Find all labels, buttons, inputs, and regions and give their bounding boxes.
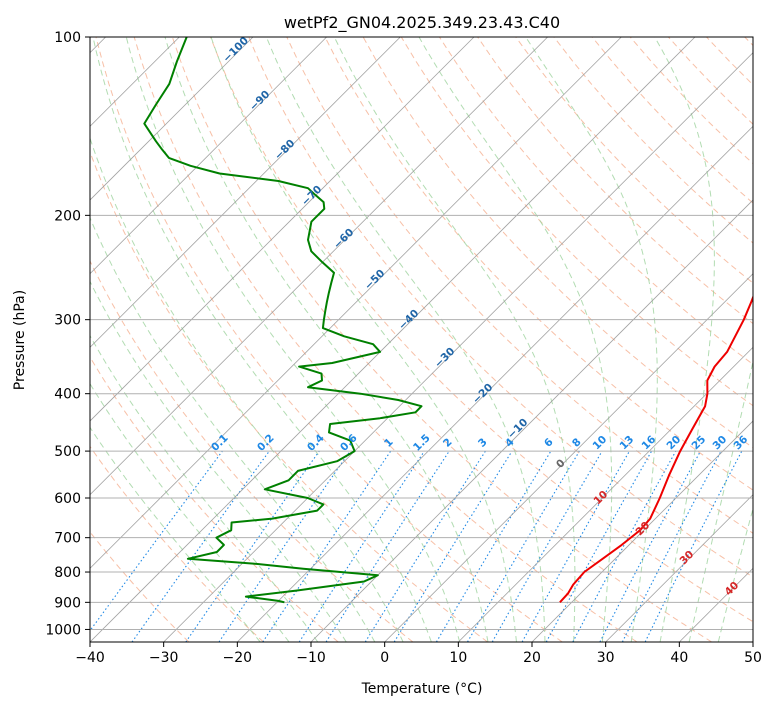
x-tick-label: −20	[223, 650, 253, 666]
moist-adiabat-line	[90, 426, 261, 642]
y-tick-label: 600	[54, 491, 81, 507]
isotherm-line	[90, 37, 696, 642]
chart-title: wetPf2_GN04.2025.349.23.43.C40	[284, 13, 560, 33]
moist-adiabat-line	[125, 37, 461, 642]
dry-adiabat-line	[248, 37, 753, 578]
isotherm-line	[90, 37, 548, 496]
isotherm-line	[90, 37, 622, 569]
mixing-ratio-line	[262, 450, 392, 642]
dewpoint-profile-line	[143, 37, 423, 604]
mixing-ratio-line	[545, 450, 653, 642]
isotherm-line	[310, 199, 753, 642]
temperature-profile-line	[559, 294, 753, 603]
mixing-ratio-line	[325, 450, 450, 642]
y-axis-ticks: 100 200 300 400 500 600 700 800 900 1000	[45, 30, 90, 638]
y-tick-label: 100	[54, 30, 81, 46]
isotherm-line	[90, 37, 475, 422]
dry-adiabat-line	[515, 37, 753, 284]
x-tick-label: 40	[670, 650, 688, 666]
isotherm-line	[90, 37, 401, 348]
moist-adiabat-line	[92, 37, 432, 642]
moist-adiabat-line	[90, 382, 290, 642]
y-axis-label: Pressure (hPa)	[12, 290, 28, 390]
isotherm-line	[384, 273, 753, 642]
x-tick-label: 30	[597, 650, 615, 666]
x-tick-label: 50	[744, 650, 762, 666]
mixing-ratio-line	[131, 450, 270, 642]
moist-adiabat-line	[717, 507, 753, 642]
plot-frame	[89, 36, 754, 643]
x-tick-label: −10	[296, 650, 326, 666]
x-tick-label: −30	[149, 650, 179, 666]
x-axis-ticks: −40 −30 −20 −10 0 10 20 30 40 50	[75, 642, 762, 666]
y-tick-label: 800	[54, 565, 81, 581]
mixing-ratio-line	[298, 450, 425, 642]
y-tick-label: 500	[54, 444, 81, 460]
dry-adiabat-line	[286, 37, 753, 534]
y-tick-label: 300	[54, 313, 81, 329]
mixing-ratio-line	[218, 450, 351, 642]
isotherm-line	[90, 37, 254, 201]
moist-adiabat-line	[525, 37, 658, 642]
dry-adiabat-line	[90, 445, 264, 642]
dry-adiabat-line	[95, 37, 563, 642]
moist-adiabat-line	[418, 37, 613, 642]
isotherm-line	[90, 37, 327, 275]
y-tick-label: 1000	[45, 622, 81, 638]
moist-adiabat-line	[688, 358, 753, 642]
y-tick-label: 900	[54, 595, 81, 611]
isotherm-line	[237, 125, 753, 642]
sounding-lines	[143, 37, 753, 604]
mixing-ratio-line	[521, 450, 630, 642]
isotherm-line	[605, 494, 753, 642]
dry-adiabat-line	[90, 356, 339, 642]
y-tick-label: 700	[54, 531, 81, 547]
moist-adiabat-line	[654, 37, 715, 642]
mixing-ratio-line	[572, 450, 677, 642]
dry-adiabat-line	[171, 37, 712, 642]
x-tick-label: −40	[75, 650, 105, 666]
mixing-ratio-line	[90, 450, 223, 632]
isotherm-line	[458, 346, 753, 642]
x-tick-label: 0	[380, 650, 389, 666]
x-tick-label: 10	[449, 650, 467, 666]
moist-adiabat-line	[265, 37, 546, 642]
dry-adiabat-line	[90, 259, 414, 642]
x-axis-label: Temperature (°C)	[361, 681, 483, 697]
dry-adiabat-line	[324, 37, 753, 491]
y-tick-label: 400	[54, 387, 81, 403]
isotherm-line	[531, 420, 753, 642]
plot-area	[90, 37, 753, 642]
moist-adiabat-line	[90, 334, 319, 642]
pressure-gridlines	[90, 37, 753, 630]
isotherm-line	[163, 52, 753, 642]
x-tick-label: 20	[523, 650, 541, 666]
moist-adiabat-line	[164, 37, 489, 642]
mixing-ratio-line	[644, 450, 743, 642]
mixing-ratio-line	[393, 450, 513, 642]
dry-adiabat-line	[210, 37, 753, 623]
y-tick-label: 200	[54, 208, 81, 224]
mixing-ratio-line	[185, 450, 320, 642]
